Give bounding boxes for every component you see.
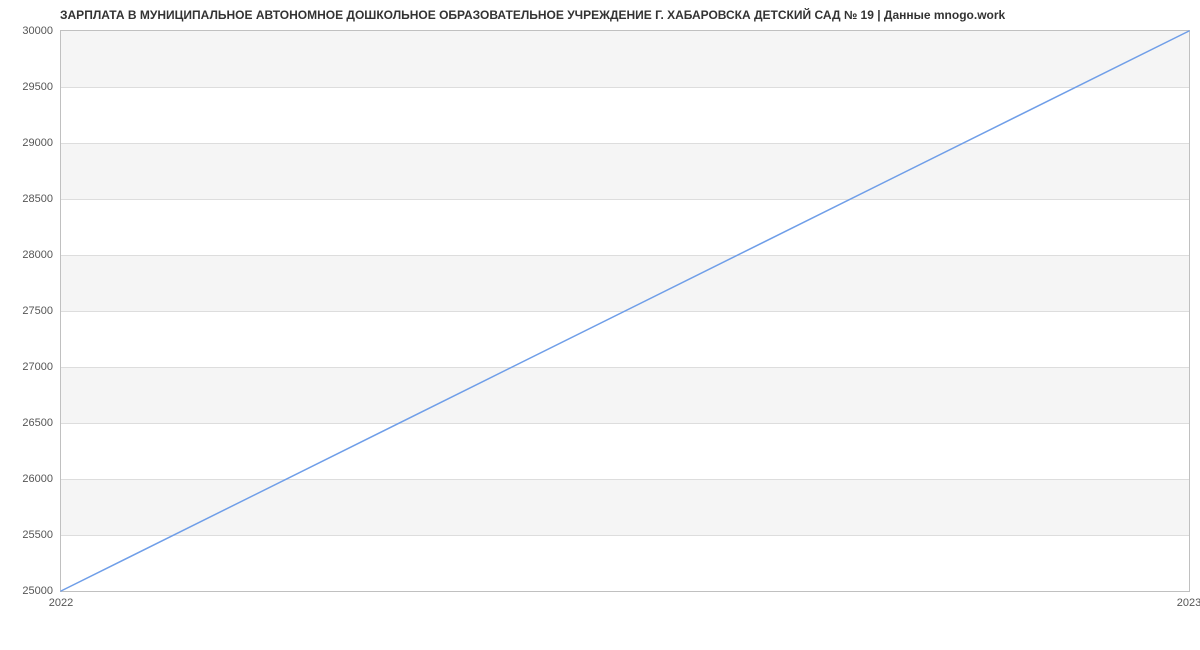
x-tick-label: 2022 (49, 591, 73, 609)
x-tick-label: 2023 (1177, 591, 1200, 609)
y-tick-label: 26000 (22, 473, 61, 485)
y-tick-label: 30000 (22, 25, 61, 37)
plot-area: 2500025500260002650027000275002800028500… (60, 30, 1190, 592)
series-layer (61, 31, 1189, 591)
chart-title: ЗАРПЛАТА В МУНИЦИПАЛЬНОЕ АВТОНОМНОЕ ДОШК… (60, 8, 1180, 22)
y-tick-label: 29500 (22, 81, 61, 93)
y-tick-label: 28500 (22, 193, 61, 205)
y-tick-label: 25500 (22, 529, 61, 541)
salary-line-chart: ЗАРПЛАТА В МУНИЦИПАЛЬНОЕ АВТОНОМНОЕ ДОШК… (0, 0, 1200, 650)
y-tick-label: 29000 (22, 137, 61, 149)
series-line (61, 31, 1189, 591)
y-tick-label: 27500 (22, 305, 61, 317)
y-tick-label: 27000 (22, 361, 61, 373)
y-tick-label: 26500 (22, 417, 61, 429)
y-tick-label: 28000 (22, 249, 61, 261)
